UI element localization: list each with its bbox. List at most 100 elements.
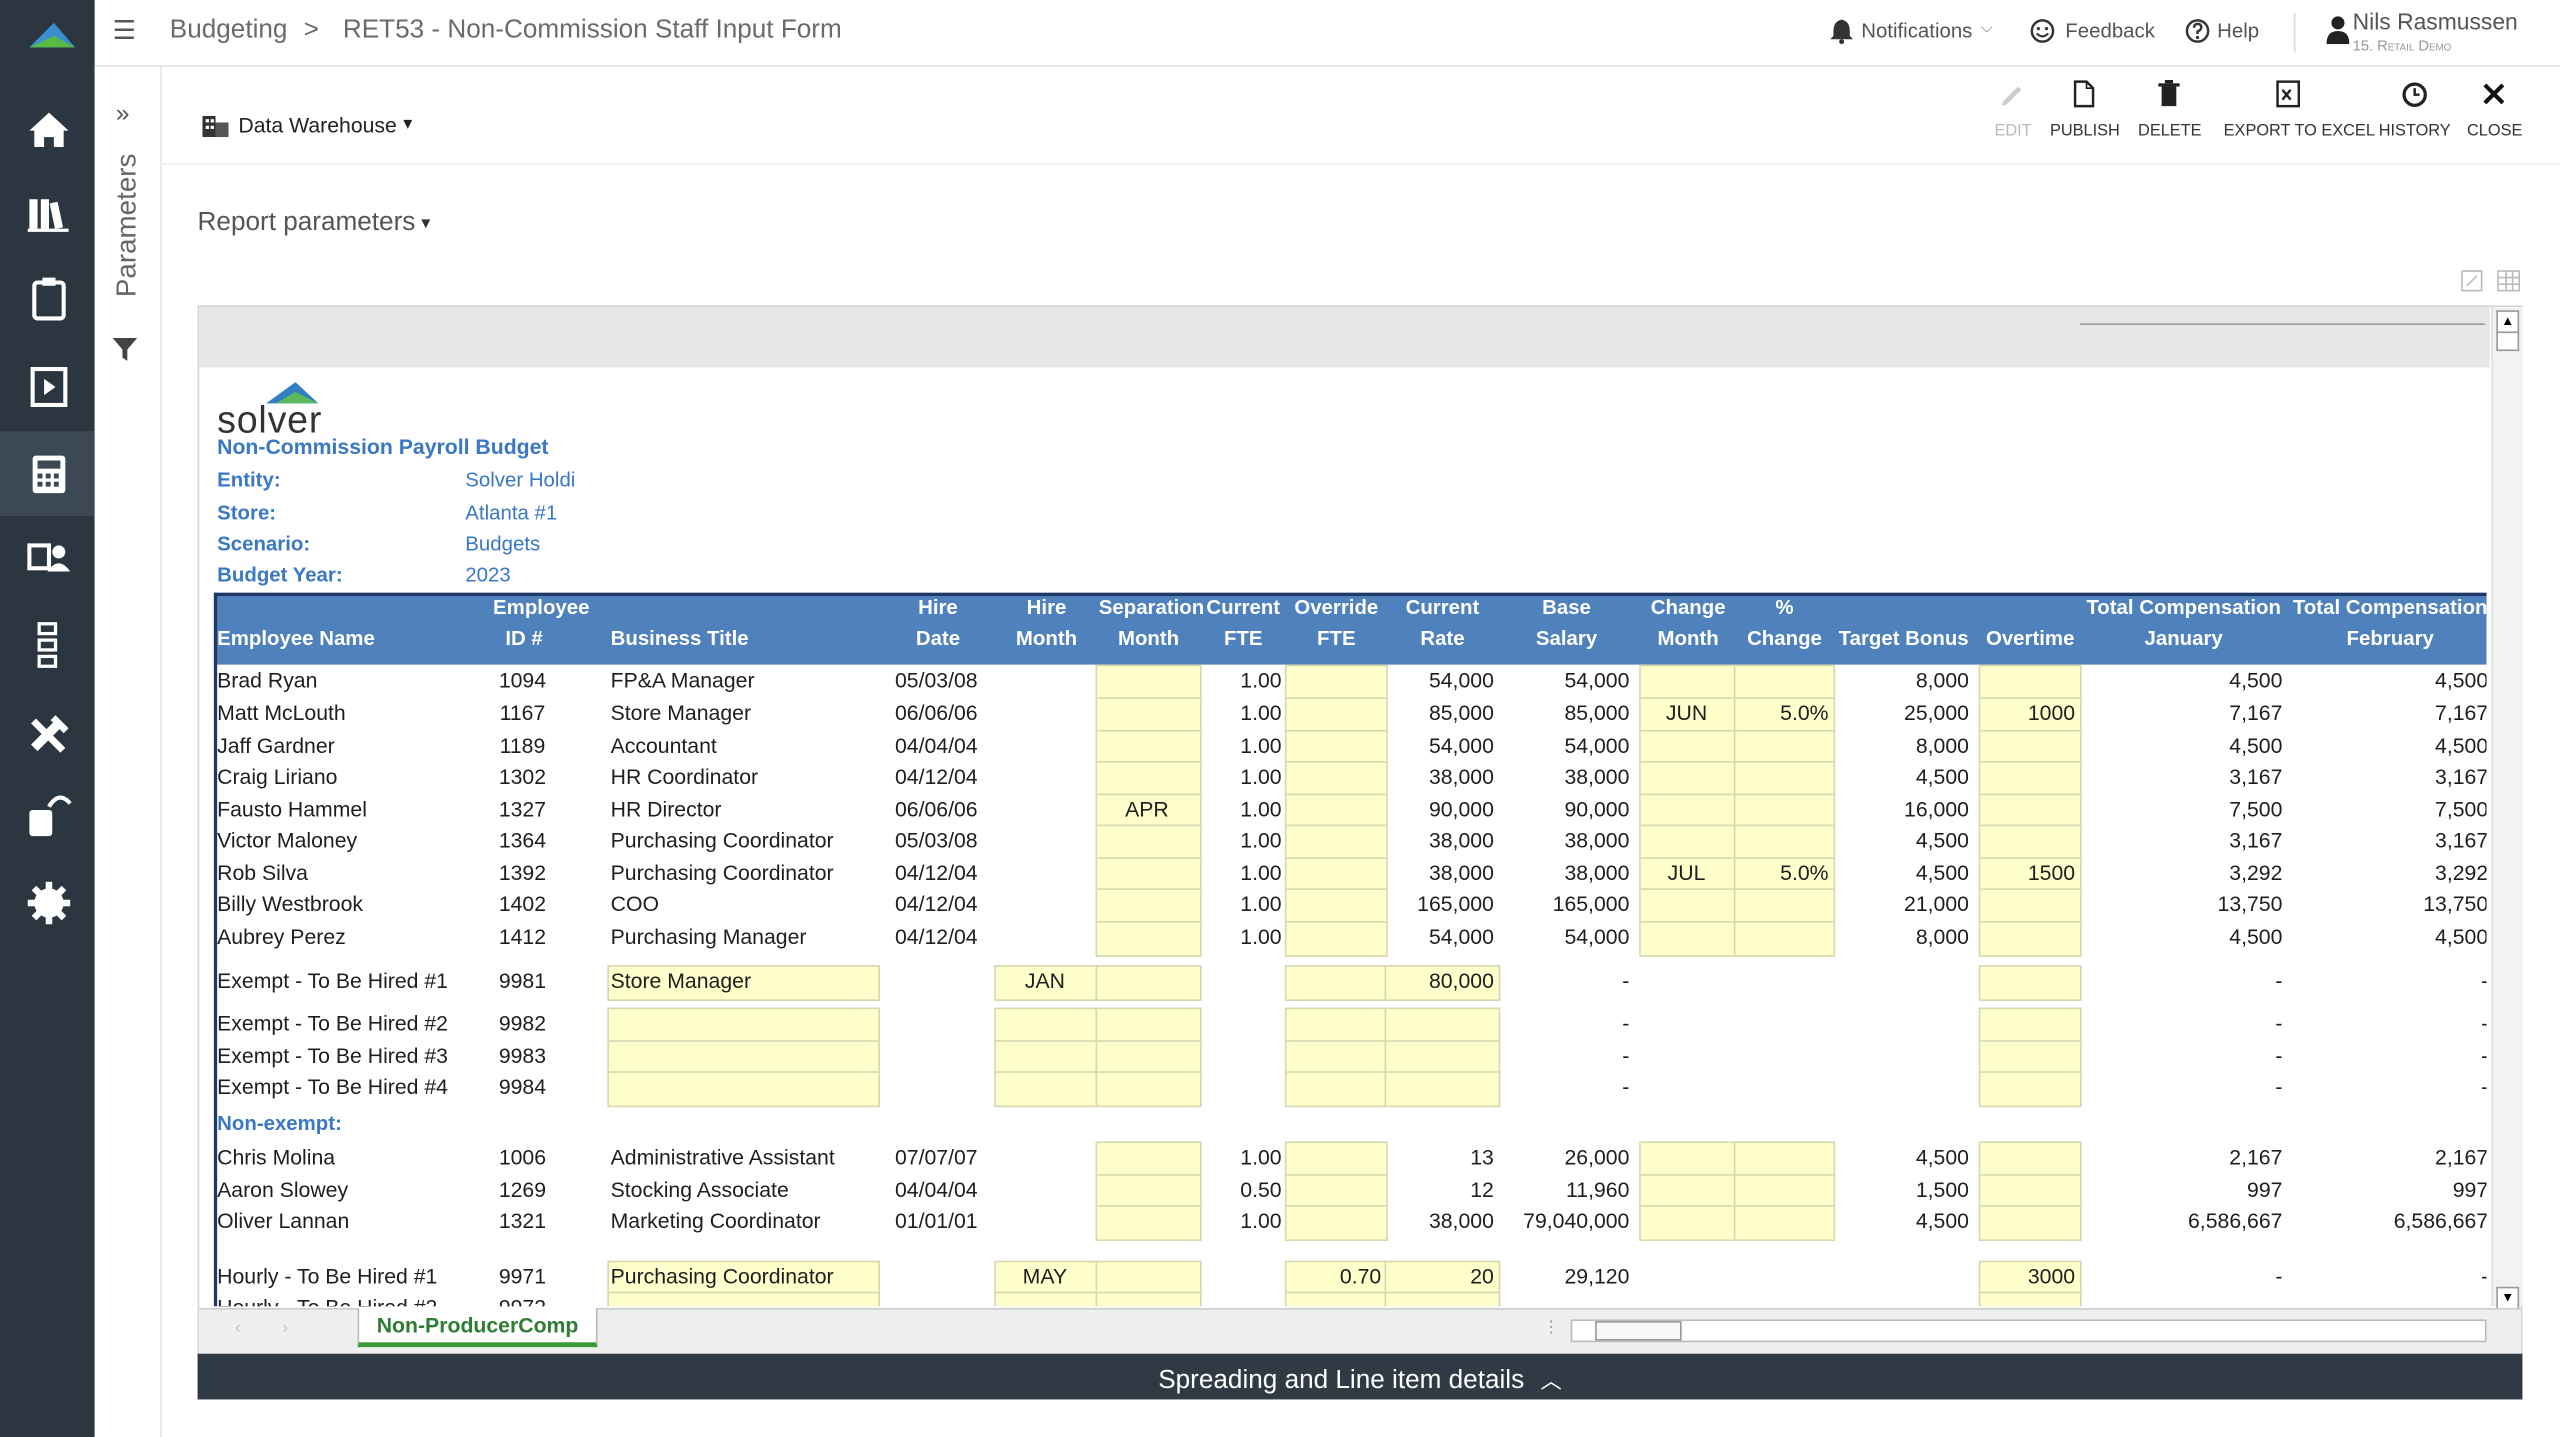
table-cell[interactable]: 5.0% bbox=[1780, 860, 1829, 886]
table-cell[interactable]: APR bbox=[1125, 796, 1169, 822]
action-button[interactable]: EXPORT TO EXCEL bbox=[2223, 122, 2375, 141]
input-cell[interactable] bbox=[1284, 1071, 1388, 1108]
action-icon[interactable] bbox=[2400, 80, 2429, 109]
horizontal-scrollbar[interactable] bbox=[1570, 1319, 2487, 1343]
scroll-up[interactable]: ▲ bbox=[2496, 310, 2520, 334]
input-cell[interactable] bbox=[1733, 857, 1836, 894]
table-cell[interactable]: Purchasing Coordinator bbox=[610, 1263, 834, 1289]
input-cell[interactable] bbox=[1284, 793, 1388, 830]
help-link[interactable]: Help bbox=[2217, 19, 2260, 43]
expand-parameters[interactable]: » bbox=[115, 99, 130, 128]
input-cell[interactable] bbox=[1095, 857, 1202, 894]
input-cell[interactable] bbox=[1384, 965, 1501, 1001]
action-button[interactable]: PUBLISH bbox=[2049, 122, 2120, 141]
input-cell[interactable] bbox=[1978, 664, 2082, 701]
input-cell[interactable] bbox=[1095, 760, 1202, 797]
input-cell[interactable] bbox=[1095, 1174, 1202, 1211]
input-cell[interactable] bbox=[1639, 1174, 1738, 1211]
feedback-link[interactable]: Feedback bbox=[2065, 19, 2155, 43]
breadcrumb-module[interactable]: Budgeting bbox=[169, 16, 288, 45]
notifications-link[interactable]: Notifications bbox=[1861, 19, 1973, 43]
filter-icon[interactable] bbox=[112, 338, 138, 361]
input-cell[interactable] bbox=[1095, 1205, 1202, 1242]
view-icons[interactable] bbox=[2460, 269, 2522, 292]
input-cell[interactable] bbox=[1095, 697, 1202, 734]
input-cell[interactable] bbox=[607, 965, 880, 1001]
input-cell[interactable] bbox=[1384, 1260, 1501, 1297]
input-cell[interactable] bbox=[1284, 697, 1388, 734]
input-cell[interactable] bbox=[1284, 1291, 1388, 1307]
input-cell[interactable] bbox=[1733, 888, 1836, 925]
table-cell[interactable]: JUL bbox=[1667, 860, 1706, 886]
input-cell[interactable] bbox=[1733, 1141, 1836, 1178]
sheet-tab[interactable]: Non-ProducerComp bbox=[357, 1307, 598, 1348]
table-cell[interactable]: JUN bbox=[1665, 700, 1708, 726]
input-cell[interactable] bbox=[1095, 664, 1202, 701]
input-cell[interactable] bbox=[1384, 1291, 1501, 1307]
input-cell[interactable] bbox=[1978, 965, 2082, 1001]
footer-label[interactable]: Spreading and Line item details bbox=[1158, 1366, 1525, 1395]
action-button[interactable]: EDIT bbox=[1994, 122, 2032, 141]
table-cell[interactable]: MAY bbox=[1022, 1263, 1068, 1289]
input-cell[interactable] bbox=[1095, 888, 1202, 925]
input-cell[interactable] bbox=[1733, 824, 1836, 861]
action-button[interactable]: DELETE bbox=[2138, 122, 2202, 141]
table-cell[interactable]: 20 bbox=[1470, 1263, 1494, 1289]
input-cell[interactable] bbox=[1095, 965, 1202, 1001]
input-cell[interactable] bbox=[1639, 857, 1738, 894]
tab-next[interactable]: › bbox=[282, 1319, 288, 1338]
scroll-thumb[interactable] bbox=[2496, 331, 2520, 352]
input-cell[interactable] bbox=[1284, 920, 1388, 957]
action-button[interactable]: CLOSE bbox=[2467, 122, 2523, 141]
input-cell[interactable] bbox=[1639, 920, 1738, 957]
action-icon[interactable] bbox=[2070, 80, 2099, 109]
input-cell[interactable] bbox=[1978, 1291, 2082, 1307]
input-cell[interactable] bbox=[1384, 1007, 1501, 1044]
input-cell[interactable] bbox=[1095, 824, 1202, 861]
action-icon[interactable] bbox=[2155, 80, 2184, 109]
input-cell[interactable] bbox=[1639, 760, 1738, 797]
input-cell[interactable] bbox=[1284, 1205, 1388, 1242]
scroll-down[interactable]: ▼ bbox=[2496, 1286, 2520, 1310]
input-cell[interactable] bbox=[994, 1007, 1099, 1044]
input-cell[interactable] bbox=[607, 1007, 880, 1044]
table-cell[interactable]: 0.70 bbox=[1339, 1263, 1382, 1289]
input-cell[interactable] bbox=[1095, 1007, 1202, 1044]
input-cell[interactable] bbox=[1733, 729, 1836, 766]
table-cell[interactable]: 1000 bbox=[2027, 700, 2076, 726]
footer-bar[interactable] bbox=[197, 1353, 2523, 1400]
input-cell[interactable] bbox=[994, 1291, 1099, 1307]
input-cell[interactable] bbox=[1639, 824, 1738, 861]
table-cell[interactable]: JAN bbox=[1024, 968, 1065, 993]
input-cell[interactable] bbox=[607, 1071, 880, 1108]
table-cell[interactable]: Store Manager bbox=[610, 968, 752, 993]
input-cell[interactable] bbox=[1284, 824, 1388, 861]
input-cell[interactable] bbox=[1095, 1071, 1202, 1108]
input-cell[interactable] bbox=[1095, 1141, 1202, 1178]
input-cell[interactable] bbox=[1978, 729, 2082, 766]
input-cell[interactable] bbox=[1978, 888, 2082, 925]
data-source-selector[interactable]: Data Warehouse bbox=[238, 112, 397, 138]
action-button[interactable]: HISTORY bbox=[2378, 122, 2451, 141]
vertical-scrollbar[interactable] bbox=[2491, 306, 2523, 1307]
table-cell[interactable]: 5.0% bbox=[1780, 700, 1829, 726]
input-cell[interactable] bbox=[1639, 1205, 1738, 1242]
input-cell[interactable] bbox=[1284, 664, 1388, 701]
h-scroll-thumb[interactable] bbox=[1595, 1321, 1682, 1341]
table-cell[interactable]: 3000 bbox=[2027, 1263, 2076, 1289]
input-cell[interactable] bbox=[1978, 1205, 2082, 1242]
input-cell[interactable] bbox=[1284, 1141, 1388, 1178]
table-cell[interactable]: 1500 bbox=[2027, 860, 2076, 886]
input-cell[interactable] bbox=[1639, 1141, 1738, 1178]
input-cell[interactable] bbox=[1284, 760, 1388, 797]
input-cell[interactable] bbox=[1733, 760, 1836, 797]
input-cell[interactable] bbox=[1978, 1007, 2082, 1044]
input-cell[interactable] bbox=[1978, 760, 2082, 797]
action-icon[interactable] bbox=[2274, 80, 2303, 109]
input-cell[interactable] bbox=[1978, 1071, 2082, 1108]
input-cell[interactable] bbox=[1095, 1291, 1202, 1307]
input-cell[interactable] bbox=[1284, 888, 1388, 925]
input-cell[interactable] bbox=[1639, 793, 1738, 830]
input-cell[interactable] bbox=[994, 1071, 1099, 1108]
input-cell[interactable] bbox=[1733, 920, 1836, 957]
